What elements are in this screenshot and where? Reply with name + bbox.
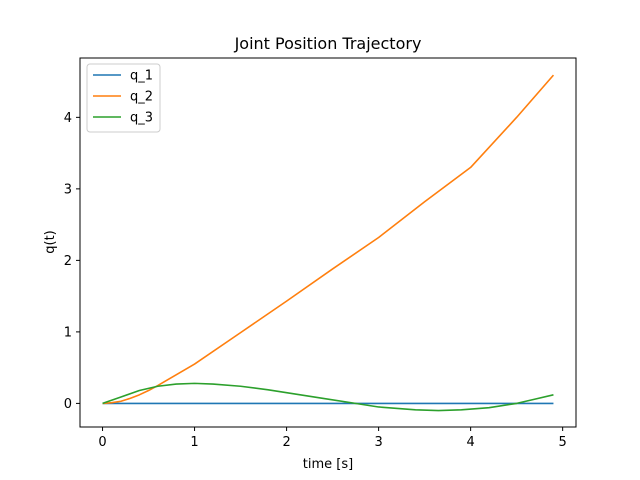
x-tick-label: 1	[190, 435, 198, 450]
y-axis-label: q(t)	[43, 230, 58, 254]
chart-title: Joint Position Trajectory	[234, 34, 422, 53]
x-axis: 0 1 2 3 4 5	[98, 427, 567, 450]
axes-frame	[79, 57, 577, 428]
series-line-q3	[102, 382, 554, 412]
x-tick-label: 0	[98, 435, 106, 450]
y-tick-label: 4	[64, 111, 72, 126]
y-tick-label: 2	[64, 254, 72, 269]
axes	[79, 57, 577, 428]
legend-label: q_3	[130, 111, 153, 126]
x-tick-label: 4	[466, 435, 474, 450]
x-tick-label: 5	[559, 435, 567, 450]
x-tick-label: 2	[282, 435, 290, 450]
y-tick-label: 1	[64, 325, 72, 340]
y-axis: 0 1 2 3 4	[64, 111, 80, 412]
legend-label: q_1	[130, 69, 153, 84]
legend-box	[86, 63, 161, 133]
legend: q_1 q_2 q_3	[86, 63, 161, 133]
y-tick-label: 0	[64, 397, 72, 412]
x-tick-label: 3	[374, 435, 382, 450]
plot-area	[102, 74, 555, 412]
series-line-q2	[102, 74, 555, 405]
legend-label: q_2	[130, 90, 153, 105]
x-axis-label: time [s]	[303, 457, 353, 472]
y-tick-label: 3	[64, 182, 72, 197]
